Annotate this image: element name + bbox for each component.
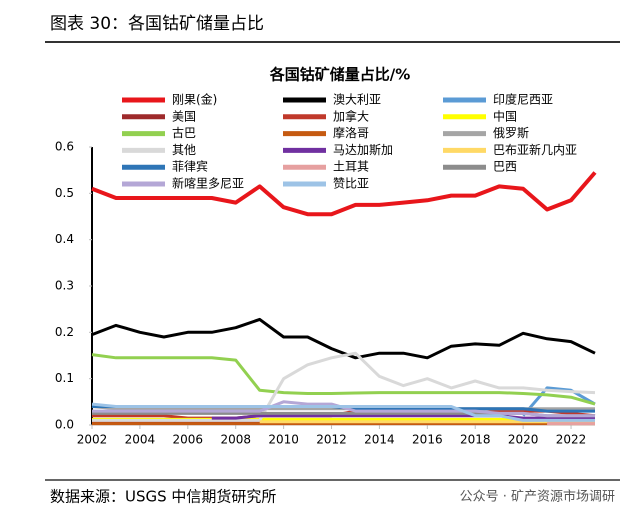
header-title: 图表 30：各国钴矿储量占比 bbox=[50, 14, 264, 34]
source: 数据来源：USGS 中信期货研究所 bbox=[50, 488, 276, 506]
series-line bbox=[91, 353, 596, 406]
x-tick-label: 2016 bbox=[412, 433, 443, 447]
legend-label: 马达加斯加 bbox=[333, 143, 393, 157]
legend-label: 巴西 bbox=[493, 160, 517, 174]
y-tick-label: 0.3 bbox=[55, 279, 74, 293]
series-line bbox=[92, 351, 596, 422]
legend-label: 赞比亚 bbox=[333, 177, 369, 191]
legend-label: 澳大利亚 bbox=[333, 93, 381, 107]
x-tick-label: 2002 bbox=[77, 433, 108, 447]
x-tick-label: 2022 bbox=[556, 433, 587, 447]
legend-label: 菲律宾 bbox=[172, 159, 208, 174]
legend-label: 加拿大 bbox=[333, 108, 369, 123]
legend-label: 巴布亚新几内亚 bbox=[493, 142, 577, 157]
legend-label: 其他 bbox=[172, 143, 196, 157]
legend-label: 俄罗斯 bbox=[493, 126, 529, 140]
legend-label: 刚果(金) bbox=[172, 92, 217, 107]
legend-label: 摩洛哥 bbox=[333, 125, 369, 140]
plot: 0.0 0.1 0.2 0.3 0.4 0.5 0.6 2002 2004 2006 2008 201… bbox=[55, 92, 597, 447]
y-tick-label: 0.0 bbox=[55, 418, 74, 432]
chart-title: 各国钴矿储量占比/% bbox=[269, 66, 411, 84]
y-tick-label: 0.6 bbox=[55, 140, 74, 154]
x-tick-label: 2012 bbox=[316, 433, 347, 447]
series-line bbox=[91, 171, 597, 217]
legend-label: 中国 bbox=[493, 108, 517, 123]
series-line bbox=[211, 414, 595, 420]
x-tick-label: 2006 bbox=[173, 433, 204, 447]
x-tick-label: 2008 bbox=[220, 433, 251, 447]
series-line bbox=[91, 317, 596, 360]
y-tick-label: 0.5 bbox=[55, 186, 74, 200]
y-tick-label: 0.1 bbox=[55, 371, 74, 385]
legend-label: 美国 bbox=[172, 109, 196, 123]
legend-label: 新喀里多尼亚 bbox=[172, 176, 244, 191]
legend-label: 土耳其 bbox=[333, 160, 369, 174]
watermark: 公众号 · 矿产资源市场调研 bbox=[460, 489, 615, 505]
x-tick-label: 2018 bbox=[460, 433, 491, 447]
y-tick-label: 0.2 bbox=[55, 325, 74, 339]
x-tick-label: 2020 bbox=[508, 433, 539, 447]
y-tick-label: 0.4 bbox=[55, 232, 74, 246]
series-line bbox=[91, 402, 595, 422]
legend-label: 印度尼西亚 bbox=[493, 92, 553, 107]
x-tick-label: 2010 bbox=[268, 433, 299, 447]
x-tick-label: 2014 bbox=[364, 433, 395, 447]
series-line bbox=[521, 386, 596, 417]
legend-label: 古巴 bbox=[172, 125, 196, 140]
x-tick-label: 2004 bbox=[125, 433, 156, 447]
